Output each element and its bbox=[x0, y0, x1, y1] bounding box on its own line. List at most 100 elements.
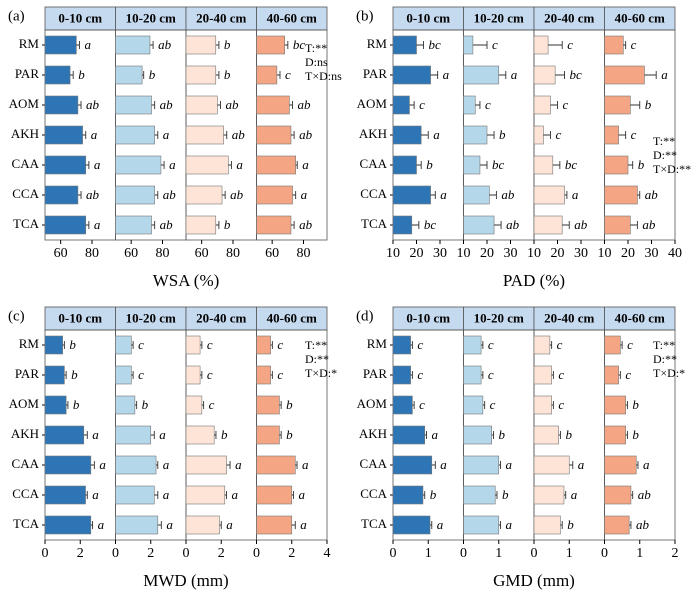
bar bbox=[115, 395, 136, 415]
significance-letter: c bbox=[277, 367, 283, 382]
significance-letter: a bbox=[301, 187, 308, 202]
facet-title: 0-10 cm bbox=[58, 310, 102, 325]
significance-letter: c bbox=[627, 337, 633, 352]
bar bbox=[185, 395, 203, 415]
x-tick-label: 20 bbox=[551, 246, 565, 261]
category-label: AOM bbox=[9, 396, 40, 411]
significance-letter: c bbox=[488, 337, 494, 352]
error-bar bbox=[151, 221, 156, 229]
category-label: PAR bbox=[363, 66, 387, 81]
category-label: CCA bbox=[12, 486, 39, 501]
significance-letter: b bbox=[632, 427, 639, 442]
significance-letter: b bbox=[565, 427, 572, 442]
bar bbox=[533, 365, 552, 385]
bar bbox=[256, 155, 296, 175]
error-bar bbox=[481, 341, 484, 349]
bar bbox=[533, 335, 551, 355]
error-bar bbox=[291, 491, 294, 499]
significance-letter: a bbox=[91, 127, 98, 142]
category-label: PAR bbox=[363, 366, 387, 381]
significance-letter: bc bbox=[492, 157, 505, 172]
significance-letter: c bbox=[631, 37, 637, 52]
significance-letter: a bbox=[84, 37, 91, 52]
bar bbox=[604, 125, 619, 145]
error-bar bbox=[77, 191, 82, 199]
error-bar bbox=[562, 221, 570, 229]
bar bbox=[44, 335, 63, 355]
error-bar bbox=[292, 191, 297, 199]
error-bar bbox=[430, 71, 439, 79]
error-bar bbox=[157, 521, 162, 529]
x-tick-label: 60 bbox=[265, 246, 279, 261]
error-bar bbox=[219, 521, 222, 529]
error-bar bbox=[551, 371, 554, 379]
error-bar bbox=[637, 191, 641, 199]
error-bar bbox=[223, 131, 228, 139]
error-bar bbox=[295, 161, 298, 169]
bar bbox=[185, 425, 215, 445]
bar bbox=[463, 335, 482, 355]
significance-letter: ab bbox=[160, 97, 174, 112]
significance-letter: a bbox=[302, 157, 309, 172]
error-bar bbox=[569, 461, 574, 469]
error-bar bbox=[151, 101, 156, 109]
bar bbox=[256, 365, 271, 385]
x-tick-label: 20 bbox=[480, 246, 494, 261]
bar bbox=[185, 125, 224, 145]
error-bar bbox=[154, 131, 159, 139]
error-bar bbox=[422, 491, 426, 499]
bar bbox=[44, 125, 83, 145]
bar bbox=[533, 185, 565, 205]
significance-letter: a bbox=[159, 427, 166, 442]
significance-letter: ab bbox=[506, 217, 519, 232]
x-tick-label: 2 bbox=[218, 546, 225, 561]
significance-letter: ab bbox=[160, 217, 174, 232]
x-tick-label: 1 bbox=[636, 546, 643, 561]
annotation: T:** bbox=[305, 41, 327, 55]
error-bar bbox=[495, 491, 498, 499]
error-bar bbox=[85, 491, 88, 499]
bar bbox=[604, 395, 626, 415]
bar bbox=[115, 155, 162, 175]
significance-letter: a bbox=[578, 457, 585, 472]
error-bar bbox=[620, 341, 623, 349]
error-bar bbox=[548, 41, 563, 49]
x-tick-label: 80 bbox=[156, 246, 170, 261]
facet-title: 20-40 cm bbox=[196, 310, 246, 325]
bar bbox=[533, 425, 559, 445]
x-tick-label: 0 bbox=[390, 546, 397, 561]
significance-letter: a bbox=[99, 457, 106, 472]
bar bbox=[44, 35, 77, 55]
significance-letter: b bbox=[78, 67, 85, 82]
category-label: AKH bbox=[359, 126, 387, 141]
bar bbox=[256, 515, 293, 535]
significance-letter: b bbox=[221, 427, 228, 442]
x-tick-label: 60 bbox=[195, 246, 209, 261]
significance-letter: b bbox=[142, 397, 149, 412]
error-bar bbox=[270, 341, 273, 349]
bar bbox=[604, 185, 638, 205]
significance-letter: c bbox=[567, 37, 573, 52]
significance-letter: b bbox=[224, 37, 231, 52]
category-label: RM bbox=[367, 36, 388, 51]
x-tick-label: 40 bbox=[668, 246, 682, 261]
bar bbox=[256, 485, 293, 505]
bar bbox=[392, 395, 413, 415]
bar bbox=[185, 455, 227, 475]
error-bar bbox=[214, 431, 217, 439]
significance-letter: a bbox=[506, 457, 513, 472]
bar bbox=[185, 35, 217, 55]
error-bar bbox=[217, 101, 221, 109]
error-bar bbox=[475, 101, 481, 109]
error-bar bbox=[62, 341, 65, 349]
error-bar bbox=[558, 431, 561, 439]
significance-letter: b bbox=[498, 427, 505, 442]
x-tick-label: 20 bbox=[410, 246, 424, 261]
x-tick-label: 1 bbox=[495, 546, 502, 561]
error-bar bbox=[479, 161, 488, 169]
error-bar bbox=[482, 401, 486, 409]
annotation: T×D:** bbox=[653, 162, 691, 176]
bar bbox=[392, 65, 431, 85]
bar bbox=[604, 425, 626, 445]
x-tick-label: 10 bbox=[457, 246, 471, 261]
